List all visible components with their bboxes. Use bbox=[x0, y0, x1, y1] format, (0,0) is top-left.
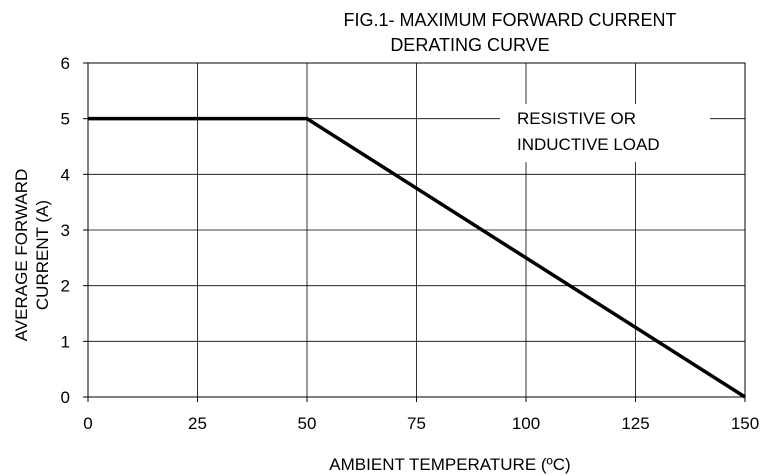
annotation-background bbox=[500, 104, 710, 162]
y-tick-label: 6 bbox=[61, 54, 70, 73]
y-tick-label: 0 bbox=[61, 388, 70, 407]
x-tick-label: 75 bbox=[407, 414, 426, 433]
x-tick-label: 50 bbox=[298, 414, 317, 433]
x-tick-label: 100 bbox=[512, 414, 540, 433]
annotation-line-1: RESISTIVE OR bbox=[517, 109, 636, 128]
y-axis-label-line-2: CURRENT (A) bbox=[33, 200, 52, 310]
tick-labels: 0 25 50 75 100 125 150 0 1 2 3 4 5 6 bbox=[61, 54, 760, 433]
y-tick-label: 2 bbox=[61, 277, 70, 296]
y-tick-label: 4 bbox=[61, 165, 70, 184]
series-lines bbox=[88, 116, 746, 399]
x-tick-label: 150 bbox=[731, 414, 759, 433]
x-tick-label: 125 bbox=[621, 414, 649, 433]
x-tick-label: 0 bbox=[83, 414, 92, 433]
y-tick-label: 1 bbox=[61, 332, 70, 351]
y-tick-label: 5 bbox=[61, 110, 70, 129]
series-line-0 bbox=[88, 116, 746, 399]
plot-frame bbox=[87, 62, 746, 398]
x-tick-label: 25 bbox=[188, 414, 207, 433]
annotation-line-2: INDUCTIVE LOAD bbox=[517, 135, 660, 154]
y-tick-label: 3 bbox=[61, 221, 70, 240]
x-axis-label: AMBIENT TEMPERATURE (ºC) bbox=[329, 455, 570, 474]
chart-title-line-2: DERATING CURVE bbox=[390, 35, 549, 55]
y-axis-label-line-1: AVERAGE FORWARD bbox=[12, 169, 31, 342]
chart-title-line-1: FIG.1- MAXIMUM FORWARD CURRENT bbox=[344, 10, 677, 30]
